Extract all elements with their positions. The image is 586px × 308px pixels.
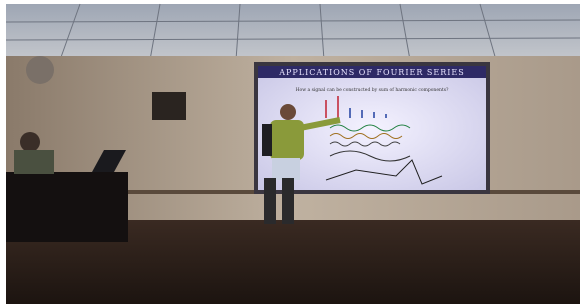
- lecture-photo: APPLICATIONS OF FOURIER SERIES How a sig…: [0, 0, 586, 308]
- slide-title: APPLICATIONS OF FOURIER SERIES: [278, 68, 464, 77]
- wall-fan: [26, 56, 54, 84]
- audience-body: [14, 150, 54, 174]
- slide-subtitle: How a signal can be constructed by sum o…: [296, 87, 449, 93]
- audience-head: [20, 132, 40, 152]
- desk: [6, 172, 128, 242]
- wall-frame: [152, 92, 186, 120]
